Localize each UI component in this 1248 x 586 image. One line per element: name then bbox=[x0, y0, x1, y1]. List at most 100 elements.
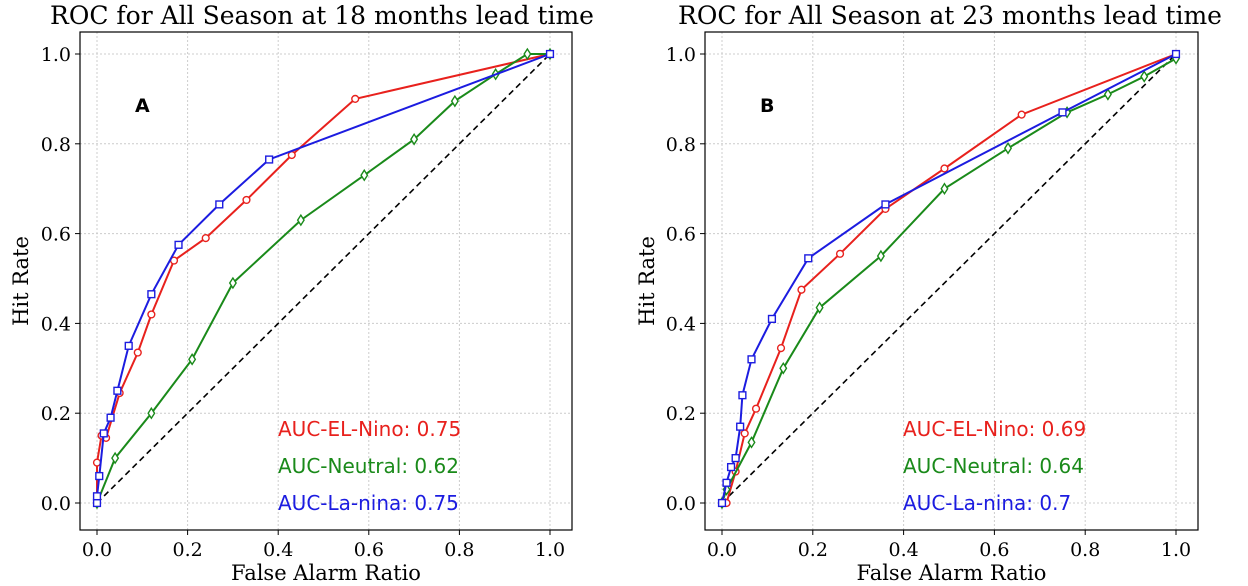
y-axis-label: Hit Rate bbox=[635, 236, 659, 326]
data-point bbox=[1058, 108, 1067, 117]
data-point bbox=[815, 301, 824, 314]
chart-panel-b: 0.0 0.0 0.2 0.2 0.4 0.4 0.6 0.6 0.8 0.8 1.0 1.0 AUC-… bbox=[635, 1, 1222, 585]
x-tick-label: 0.6 bbox=[354, 539, 384, 561]
data-point bbox=[767, 314, 777, 324]
data-point bbox=[228, 276, 237, 290]
x-tick-label: 0.8 bbox=[1070, 539, 1100, 561]
data-point bbox=[751, 404, 761, 413]
y-axis-label: Hit Rate bbox=[9, 236, 33, 326]
data-point bbox=[717, 498, 727, 508]
grid bbox=[80, 32, 572, 530]
data-point bbox=[722, 478, 731, 487]
data-point bbox=[736, 422, 745, 431]
data-point bbox=[779, 362, 788, 375]
data-point bbox=[133, 348, 142, 357]
auc-annotation: AUC-EL-Nino: 0.69 bbox=[903, 417, 1086, 441]
data-point bbox=[747, 436, 756, 449]
data-point bbox=[1171, 49, 1181, 59]
data-point bbox=[1103, 88, 1112, 101]
x-tick-label: 1.0 bbox=[535, 539, 565, 561]
series-la-nina bbox=[92, 49, 555, 508]
x-tick-label: 0.4 bbox=[888, 539, 918, 561]
series-line bbox=[96, 53, 550, 504]
data-point bbox=[147, 290, 156, 299]
data-point bbox=[111, 451, 120, 465]
data-point bbox=[174, 240, 183, 249]
data-point bbox=[726, 462, 736, 472]
x-tick-label: 0.0 bbox=[82, 539, 112, 561]
y-tick-label: 0.8 bbox=[41, 134, 71, 156]
data-point bbox=[1003, 141, 1013, 155]
data-point bbox=[523, 47, 532, 61]
data-point bbox=[147, 406, 156, 420]
data-point bbox=[450, 94, 459, 108]
data-point bbox=[835, 249, 845, 258]
data-point bbox=[92, 492, 102, 501]
data-point bbox=[738, 391, 747, 400]
x-tick-label: 0.6 bbox=[979, 539, 1009, 561]
data-point bbox=[296, 213, 305, 227]
data-point bbox=[940, 164, 949, 173]
y-tick-label: 0.8 bbox=[666, 134, 696, 156]
data-point bbox=[124, 341, 133, 350]
data-point bbox=[740, 429, 749, 438]
data-point bbox=[876, 249, 885, 263]
panel-letter: B bbox=[760, 95, 774, 117]
x-tick-label: 0.2 bbox=[172, 539, 202, 561]
data-point bbox=[92, 458, 102, 467]
auc-annotation: AUC-EL-Nino: 0.75 bbox=[278, 417, 461, 441]
chart-title: ROC for All Season at 23 months lead tim… bbox=[678, 1, 1222, 30]
data-point bbox=[147, 310, 156, 319]
series-neutral bbox=[92, 47, 555, 510]
data-point bbox=[106, 413, 115, 422]
data-point bbox=[804, 254, 813, 263]
series-la-nina bbox=[717, 49, 1181, 508]
y-tick-label: 0.4 bbox=[41, 313, 71, 335]
y-tick-label: 1.0 bbox=[41, 44, 71, 66]
reference-diagonal bbox=[96, 53, 551, 504]
data-point bbox=[95, 471, 104, 481]
data-point bbox=[99, 429, 108, 438]
data-point bbox=[351, 94, 360, 104]
y-tick-label: 0.0 bbox=[666, 493, 696, 515]
data-point bbox=[940, 182, 949, 195]
plot-frame bbox=[79, 31, 573, 531]
y-tick-label: 0.2 bbox=[666, 403, 696, 425]
x-axis-label: False Alarm Ratio bbox=[231, 561, 421, 585]
data-point bbox=[188, 353, 197, 366]
reference-diagonal bbox=[721, 53, 1177, 504]
data-point bbox=[265, 155, 274, 164]
data-point bbox=[776, 343, 786, 353]
y-tick-label: 0.6 bbox=[666, 224, 696, 246]
auc-annotation: AUC-La-nina: 0.75 bbox=[278, 491, 459, 515]
plot-frame bbox=[704, 31, 1199, 531]
data-point bbox=[92, 498, 102, 508]
auc-annotation: AUC-Neutral: 0.64 bbox=[903, 454, 1084, 478]
y-tick-label: 0.2 bbox=[41, 403, 71, 425]
y-tick-label: 0.6 bbox=[41, 224, 71, 246]
data-point bbox=[797, 285, 806, 294]
x-axis-label: False Alarm Ratio bbox=[857, 561, 1047, 585]
chart-panel-a: 0.0 0.0 0.2 0.2 0.4 0.4 0.6 0.6 0.8 0.8 1.0 1.0 AUC-… bbox=[9, 1, 594, 585]
y-tick-label: 0.4 bbox=[666, 313, 696, 335]
y-tick-label: 1.0 bbox=[666, 44, 696, 66]
grid bbox=[705, 32, 1198, 530]
x-tick-label: 1.0 bbox=[1161, 539, 1191, 561]
data-point bbox=[410, 133, 419, 146]
chart-title: ROC for All Season at 18 months lead tim… bbox=[50, 1, 594, 30]
y-tick-label: 0.0 bbox=[41, 493, 71, 515]
series-line bbox=[721, 57, 1177, 504]
x-tick-label: 0.8 bbox=[444, 539, 474, 561]
auc-annotation: AUC-La-nina: 0.7 bbox=[903, 491, 1071, 515]
x-tick-label: 0.0 bbox=[707, 539, 737, 561]
data-point bbox=[215, 200, 224, 209]
panel-letter: A bbox=[135, 95, 150, 117]
data-point bbox=[1140, 70, 1149, 83]
data-point bbox=[731, 454, 740, 463]
auc-annotation: AUC-Neutral: 0.62 bbox=[278, 454, 459, 478]
data-point bbox=[113, 386, 122, 395]
data-point bbox=[201, 233, 210, 243]
data-point bbox=[360, 168, 369, 182]
data-point bbox=[1017, 110, 1026, 119]
